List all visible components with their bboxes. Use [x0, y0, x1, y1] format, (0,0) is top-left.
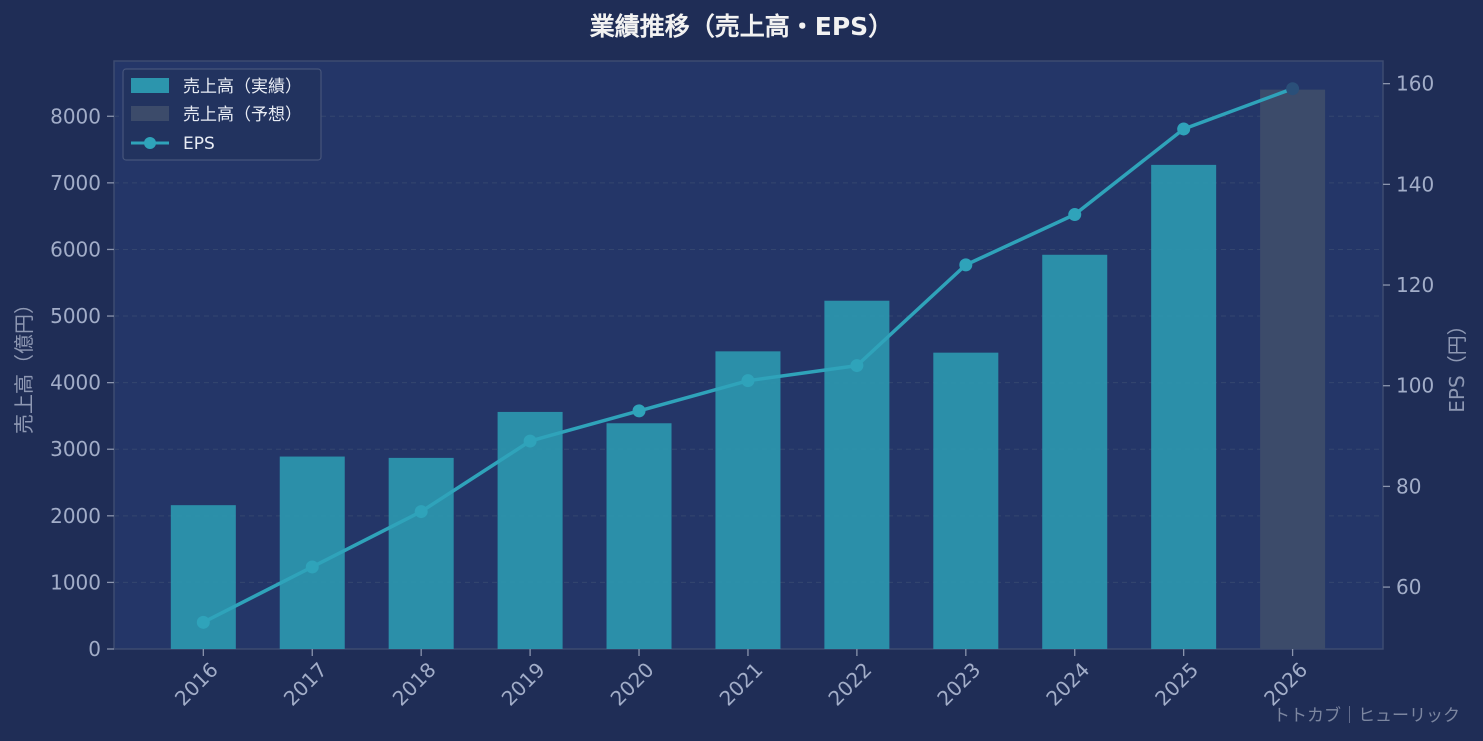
legend-label-forecast: 売上高（予想） — [183, 105, 302, 125]
left-axis: 0 1000 2000 3000 4000 5000 6000 7000 8000 — [50, 104, 114, 661]
right-axis: 60 80 100 120 140 160 — [1383, 72, 1434, 599]
sales-bar-actual — [388, 457, 454, 649]
y-tick-label: 5000 — [50, 304, 101, 328]
y-tick-label: 3000 — [50, 437, 101, 461]
y-tick-label: 4000 — [50, 371, 101, 395]
eps-point — [1286, 82, 1300, 96]
eps-point — [959, 258, 973, 272]
sales-bar-forecast — [1260, 89, 1326, 649]
y2-tick-label: 100 — [1396, 374, 1434, 398]
eps-point — [1177, 122, 1191, 136]
legend: 売上高（実績） 売上高（予想） EPS — [122, 68, 322, 161]
sales-bar-actual — [824, 300, 890, 649]
y2-tick-label: 60 — [1396, 575, 1421, 599]
legend-swatch-eps-marker — [144, 137, 156, 149]
y2-tick-label: 160 — [1396, 72, 1434, 96]
eps-point — [196, 615, 210, 629]
eps-point — [632, 404, 646, 418]
sales-bar-actual — [715, 351, 781, 649]
sales-bar-actual — [933, 352, 999, 649]
legend-swatch-actual — [131, 78, 169, 93]
y-tick-label: 8000 — [50, 104, 101, 128]
eps-point — [850, 359, 864, 373]
legend-label-eps: EPS — [183, 134, 215, 154]
y-tick-label: 0 — [88, 637, 101, 661]
eps-point — [1068, 208, 1082, 222]
eps-point — [741, 374, 755, 388]
legend-label-actual: 売上高（実績） — [183, 77, 302, 97]
bar-series — [170, 89, 1326, 650]
chart-title: 業績推移（売上高・EPS） — [590, 12, 893, 41]
eps-point — [523, 434, 537, 448]
legend-swatch-forecast — [131, 106, 169, 121]
eps-point — [414, 505, 428, 519]
y-tick-label: 6000 — [50, 237, 101, 261]
sales-bar-actual — [606, 423, 672, 649]
y-axis-label: 売上高（億円） — [12, 294, 36, 434]
eps-point — [305, 560, 319, 574]
y2-axis-label: EPS（円） — [1445, 315, 1469, 412]
y-tick-label: 7000 — [50, 171, 101, 195]
watermark: トトカブ｜ヒューリック — [1273, 705, 1460, 726]
y-tick-label: 1000 — [50, 570, 101, 594]
sales-bar-actual — [279, 456, 345, 649]
y2-tick-label: 80 — [1396, 474, 1421, 498]
sales-bar-actual — [497, 411, 563, 649]
eps-series — [196, 82, 1300, 629]
legend-box — [122, 68, 322, 161]
sales-bar-actual — [1151, 164, 1217, 650]
y2-tick-label: 140 — [1396, 172, 1434, 196]
sales-bar-actual — [1042, 254, 1108, 650]
y2-tick-label: 120 — [1396, 273, 1434, 297]
y-tick-label: 2000 — [50, 504, 101, 528]
